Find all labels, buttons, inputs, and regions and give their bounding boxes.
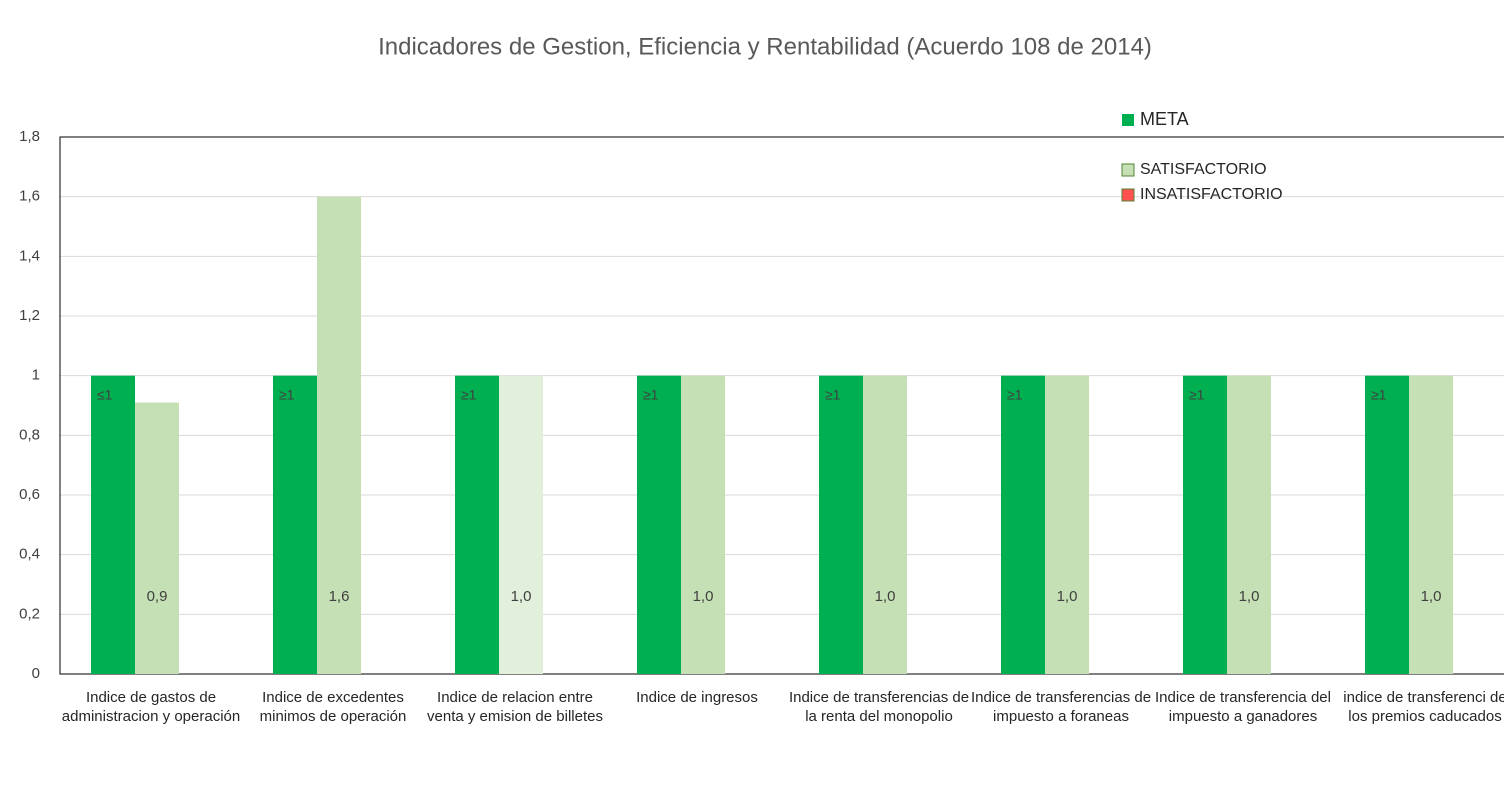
- legend-label: META: [1140, 109, 1189, 129]
- value-label: ≥1: [643, 386, 659, 402]
- y-tick-label: 0: [32, 665, 40, 682]
- chart-title: Indicadores de Gestion, Eficiencia y Ren…: [378, 33, 1152, 60]
- value-label: 1,0: [1239, 588, 1260, 605]
- y-tick-label: 0,6: [19, 486, 40, 503]
- legend-label: INSATISFACTORIO: [1140, 186, 1283, 203]
- y-tick-label: 1: [32, 367, 40, 384]
- legend-label: SATISFACTORIO: [1140, 161, 1267, 178]
- x-tick-label-box: Indice de transferencia del impuesto a g…: [1155, 689, 1331, 725]
- value-label: ≥1: [825, 386, 841, 402]
- legend-swatch: [1121, 188, 1135, 202]
- bar: [455, 375, 499, 674]
- plot-frame: [59, 136, 1504, 675]
- bar: [1409, 375, 1453, 674]
- x-tick-label: Indice de ingresos: [636, 689, 758, 706]
- y-tick-label: 0,4: [19, 546, 40, 563]
- value-label: 1,0: [693, 588, 714, 605]
- legend-swatch: [1121, 163, 1135, 177]
- value-label: 1,6: [329, 588, 350, 605]
- x-tick-label-box: Indice de excedentes minimos de operació…: [259, 689, 407, 725]
- value-label: ≥1: [461, 386, 477, 402]
- bar: [91, 375, 135, 674]
- legend-swatch: [1122, 114, 1134, 126]
- value-label: 1,0: [511, 588, 532, 605]
- x-tick-label-box: Indice de ingresos: [636, 689, 758, 706]
- bar: [819, 375, 863, 674]
- bar: [135, 402, 179, 674]
- x-tick-label: Indice de transferencia del impuesto a g…: [1155, 689, 1331, 725]
- value-label: 0,9: [147, 588, 168, 605]
- bar: [1227, 375, 1271, 674]
- value-label: ≥1: [279, 386, 295, 402]
- x-tick-label-box: indice de transferenci de los premios ca…: [1343, 689, 1504, 725]
- value-label: 1,0: [1421, 588, 1442, 605]
- x-tick-label: Indice de relacion entre venta y emision…: [427, 689, 603, 725]
- x-tick-label: Indice de transferencias de la renta del…: [788, 689, 970, 725]
- x-tick-label-box: Indice de transferencias de impuesto a f…: [970, 689, 1152, 725]
- y-tick-label: 1,4: [19, 247, 40, 264]
- bar: [637, 375, 681, 674]
- value-label: ≥1: [1007, 386, 1023, 402]
- x-tick-label: Indice de gastos de administracion y ope…: [61, 689, 241, 725]
- bar: [273, 375, 317, 674]
- value-label: ≥1: [1371, 386, 1387, 402]
- x-tick-label: indice de transferenci de los premios ca…: [1343, 689, 1504, 725]
- x-tick-label: Indice de excedentes minimos de operació…: [259, 689, 407, 725]
- y-tick-label: 0,2: [19, 605, 40, 622]
- bar: [863, 375, 907, 674]
- bar: [681, 375, 725, 674]
- x-tick-label-box: Indice de gastos de administracion y ope…: [61, 689, 241, 725]
- bar: [1045, 375, 1089, 674]
- bar: [1365, 375, 1409, 674]
- value-label: ≥1: [1189, 386, 1205, 402]
- y-tick-label: 0,8: [19, 426, 40, 443]
- bar: [317, 196, 361, 674]
- value-label: ≤1: [97, 386, 113, 402]
- bar: [1183, 375, 1227, 674]
- x-tick-label: Indice de transferencias de impuesto a f…: [970, 689, 1152, 725]
- bar: [1001, 375, 1045, 674]
- x-tick-label-box: Indice de transferencias de la renta del…: [788, 689, 970, 725]
- y-tick-label: 1,2: [19, 307, 40, 324]
- x-tick-label-box: Indice de relacion entre venta y emision…: [427, 689, 603, 725]
- y-tick-label: 1,6: [19, 188, 40, 205]
- value-label: 1,0: [875, 588, 896, 605]
- bar: [499, 375, 543, 674]
- y-tick-label: 1,8: [19, 128, 40, 145]
- value-label: 1,0: [1057, 588, 1078, 605]
